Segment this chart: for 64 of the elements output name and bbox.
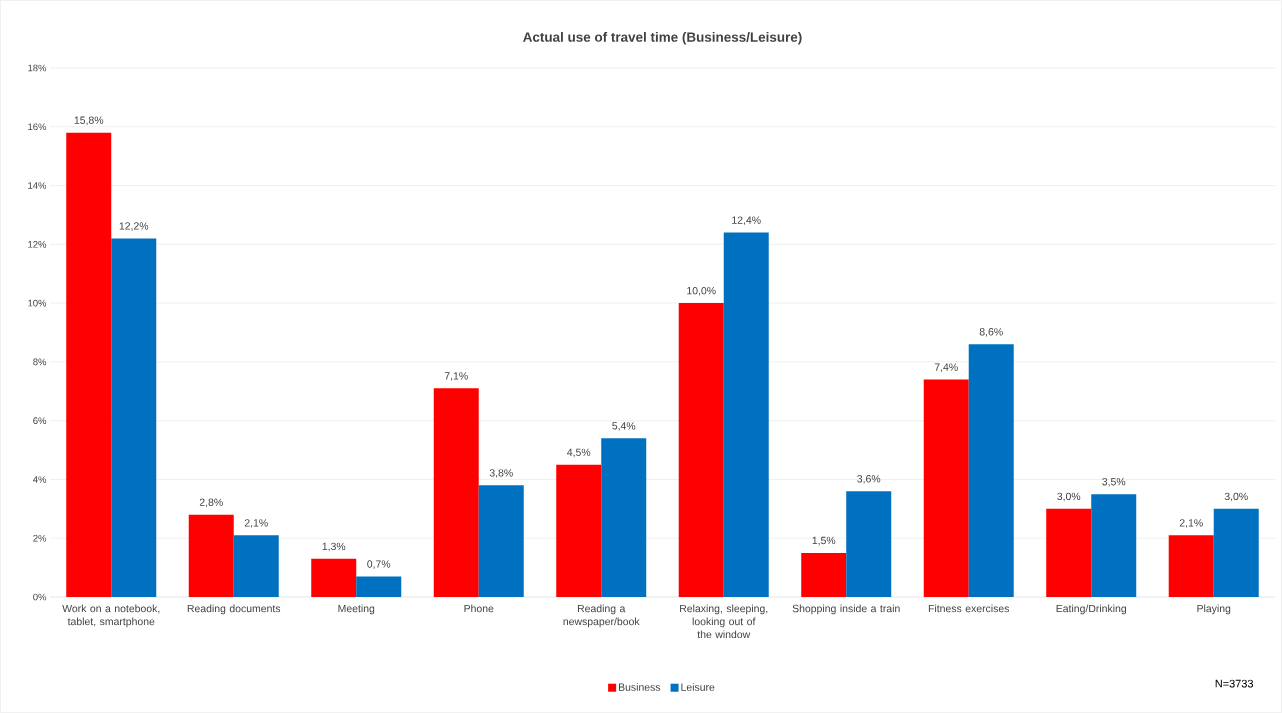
bar xyxy=(311,558,357,597)
data-label: 7,4% xyxy=(934,363,958,373)
y-tick-label: 6% xyxy=(33,417,47,425)
x-tick-label: Meeting xyxy=(338,604,375,615)
bar xyxy=(1168,535,1214,597)
bar xyxy=(356,576,402,597)
data-label: 15,8% xyxy=(74,116,104,126)
data-label: 5,4% xyxy=(612,422,636,431)
text: N=3733 xyxy=(1215,679,1253,688)
data-label: 3,5% xyxy=(1102,477,1126,487)
y-tick-label: 12% xyxy=(28,241,47,248)
bar xyxy=(66,132,112,597)
y-tick-label: 4% xyxy=(33,476,47,483)
data-label: 3,6% xyxy=(857,475,881,484)
data-label: 2,1% xyxy=(244,519,268,528)
bar xyxy=(1213,508,1259,597)
data-label: 3,8% xyxy=(489,469,513,478)
bar xyxy=(968,344,1014,597)
data-label: 4,5% xyxy=(567,448,591,458)
bar xyxy=(801,552,847,597)
x-tick-label: Reading documents xyxy=(187,604,281,615)
legend-label: Leisure xyxy=(681,683,715,691)
bar xyxy=(111,238,157,597)
bar xyxy=(478,485,524,597)
y-tick-label: 8% xyxy=(33,358,47,366)
data-label: 1,3% xyxy=(322,542,346,552)
x-tick-label: Eating/Drinking xyxy=(1056,604,1127,615)
y-tick-label: 14% xyxy=(28,182,47,189)
data-label: 7,1% xyxy=(444,372,468,381)
data-label: 12,2% xyxy=(119,222,149,231)
data-label: 8,6% xyxy=(979,328,1003,337)
data-label: 12,4% xyxy=(732,216,761,226)
bar xyxy=(601,438,647,597)
data-label: 3,0% xyxy=(1224,492,1248,502)
y-tick-label: 16% xyxy=(28,123,47,131)
chart-title: Actual use of travel time (Business/Leisure) xyxy=(523,31,802,45)
bar xyxy=(556,464,602,597)
bar xyxy=(923,379,969,597)
x-tick-label: Work on a notebook, tablet, smartphone xyxy=(62,604,160,628)
y-tick-label: 18% xyxy=(28,64,47,72)
y-tick-label: 2% xyxy=(33,534,47,542)
bar xyxy=(1091,494,1137,597)
x-tick-label: Fitness exercises xyxy=(928,604,1010,613)
y-tick-label: 10% xyxy=(28,299,47,307)
data-label: 2,8% xyxy=(199,498,223,508)
x-tick-label: Playing xyxy=(1197,604,1231,615)
bar xyxy=(433,388,479,597)
bar xyxy=(1046,508,1092,597)
data-label: 0,7% xyxy=(367,560,391,569)
y-tick-label: 0% xyxy=(33,593,47,601)
x-tick-label: Phone xyxy=(464,604,494,613)
data-label: 3,0% xyxy=(1057,492,1081,502)
x-tick-label: Relaxing, sleeping, looking out of the window xyxy=(680,604,768,639)
legend-label: Business xyxy=(618,683,661,691)
bar xyxy=(188,514,234,597)
data-label: 1,5% xyxy=(812,536,836,546)
bar xyxy=(846,491,892,597)
bar xyxy=(233,535,279,597)
data-label: 10,0% xyxy=(687,286,716,296)
x-tick-label: Reading a newspaper/book xyxy=(563,604,640,628)
bar xyxy=(723,232,769,597)
data-label: 2,1% xyxy=(1179,519,1203,528)
x-tick-label: Shopping inside a train xyxy=(792,604,900,615)
bar xyxy=(678,303,724,597)
